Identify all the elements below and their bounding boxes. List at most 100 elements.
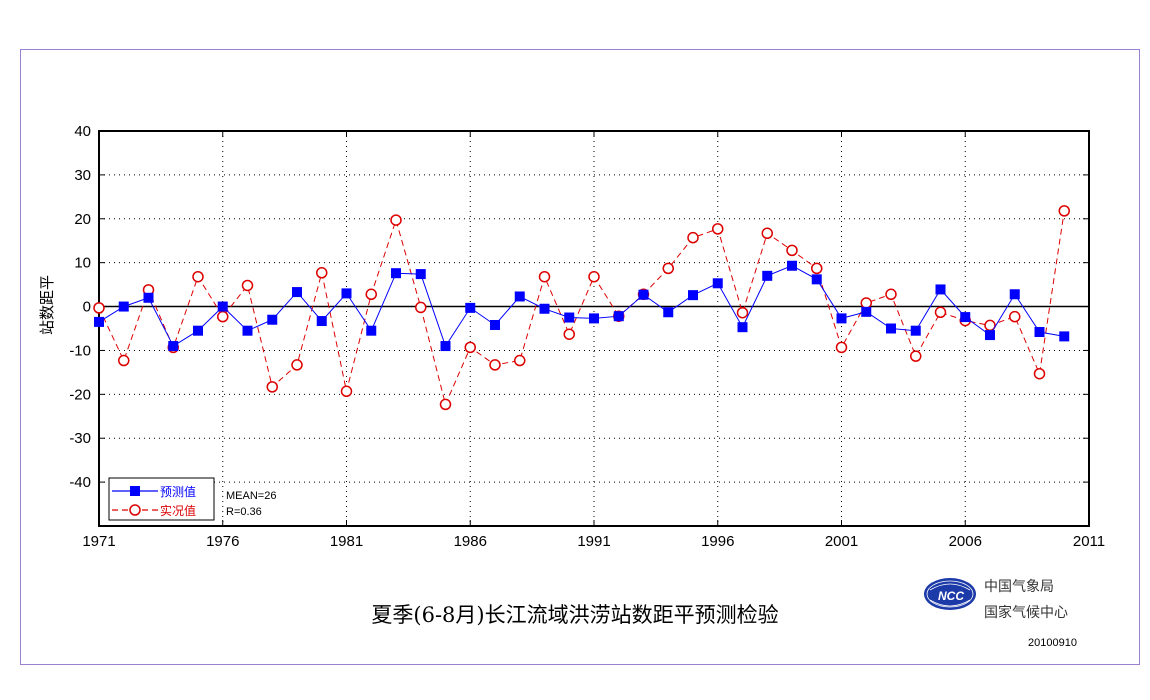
chart-frame [20,49,1140,665]
x-tick-label: 1991 [577,533,610,550]
y-tick-label: -10 [69,342,91,359]
x-tick-label: 1981 [330,533,363,550]
data-point-observed [1033,367,1046,380]
x-tick-label: 1996 [701,533,734,550]
data-point-observed [538,270,551,283]
data-point-forecast [886,323,896,334]
data-point-forecast [638,289,649,300]
stat-mean: MEAN=26 [226,490,276,502]
data-point-forecast [490,319,500,330]
data-point-observed [415,301,427,314]
data-point-forecast [589,313,599,324]
x-tick-label: 1971 [82,533,115,550]
data-point-observed [217,310,229,323]
data-point-observed [266,381,278,393]
y-tick-label: -20 [69,386,91,403]
data-point-observed [736,306,749,319]
issue-date: 20100910 [1028,637,1077,649]
data-point-forecast [465,302,476,313]
y-tick-label: -40 [69,474,91,491]
y-tick-label: 20 [74,211,91,228]
data-point-observed [910,350,922,362]
data-point-forecast [1009,289,1020,300]
data-point-forecast [514,291,525,302]
data-point-observed [390,214,402,226]
data-point-observed [934,306,947,319]
data-point-forecast [168,341,179,352]
ncc-logo-icon: NCC [924,578,976,610]
data-point-observed [761,227,773,240]
data-point-observed [192,270,204,283]
legend-label-observed: 实况值 [160,503,196,518]
data-point-observed [439,398,452,411]
data-point-forecast [1059,331,1070,342]
data-point-forecast [688,290,698,301]
x-tick-label: 2001 [825,533,858,550]
data-point-forecast [836,313,847,324]
data-point-observed [811,262,823,275]
data-point-observed [464,341,476,354]
data-point-observed [1058,205,1070,217]
data-point-forecast [391,268,401,279]
y-tick-label: 0 [83,299,91,316]
x-tick-label: 2011 [1073,533,1105,550]
data-point-forecast [316,316,327,327]
data-point-observed [489,359,501,371]
data-point-observed [563,328,575,340]
data-point-forecast [1034,327,1045,338]
y-tick-label: 30 [74,167,91,184]
y-tick-label: 10 [74,255,91,272]
data-point-forecast [935,284,946,295]
legend-marker-circle [129,504,141,516]
data-point-observed [93,302,105,314]
stat-r: R=0.36 [226,506,262,518]
data-point-observed [662,262,674,275]
data-point-forecast [564,312,575,323]
series-line-forecast [98,265,1065,348]
x-tick-label: 2006 [949,533,982,550]
y-tick-label: 40 [74,123,91,140]
data-point-observed [885,288,897,301]
data-point-observed [316,267,328,279]
data-point-forecast [193,325,203,336]
data-point-forecast [267,314,278,325]
data-point-forecast [292,287,302,298]
data-point-forecast [440,341,451,352]
logo-text: NCC [938,589,964,603]
series [93,205,1070,411]
data-point-forecast [787,260,797,271]
data-point-forecast [861,306,872,317]
legend: 预测值 实况值 [108,477,215,521]
data-point-forecast [366,325,377,336]
data-point-forecast [242,325,253,336]
data-point-forecast [811,274,822,285]
data-point-observed [514,354,526,367]
org-name-cma: 中国气象局 [984,579,1054,595]
data-point-observed [588,270,600,283]
chart-title: 夏季(6-8月)长江流域洪涝站数距平预测检验 [371,603,778,627]
x-tick-label: 1976 [206,533,239,550]
data-point-observed [340,385,353,398]
series-line-observed [98,210,1065,406]
data-point-observed [241,279,254,292]
data-point-forecast [737,322,748,333]
data-point-observed [365,288,377,301]
y-tick-label: -30 [69,430,91,447]
data-point-observed [687,231,699,244]
axis-ticks: 40 30 20 10 0 -10 -20 -30 -40 1971 1976 1981 1986 199… [69,123,1105,550]
y-axis-label: 站数距平 [38,275,56,335]
legend-label-forecast: 预测值 [160,484,196,499]
data-point-forecast [960,312,971,323]
data-point-forecast [341,288,352,299]
data-point-forecast [910,325,921,336]
data-point-forecast [762,270,773,281]
data-point-forecast [143,292,154,303]
data-point-forecast [613,311,624,322]
data-point-observed [860,297,872,309]
data-point-forecast [539,303,550,314]
data-point-forecast [94,316,104,327]
data-point-observed [1009,310,1021,323]
legend-marker-square [130,486,140,496]
data-point-forecast [712,278,723,289]
